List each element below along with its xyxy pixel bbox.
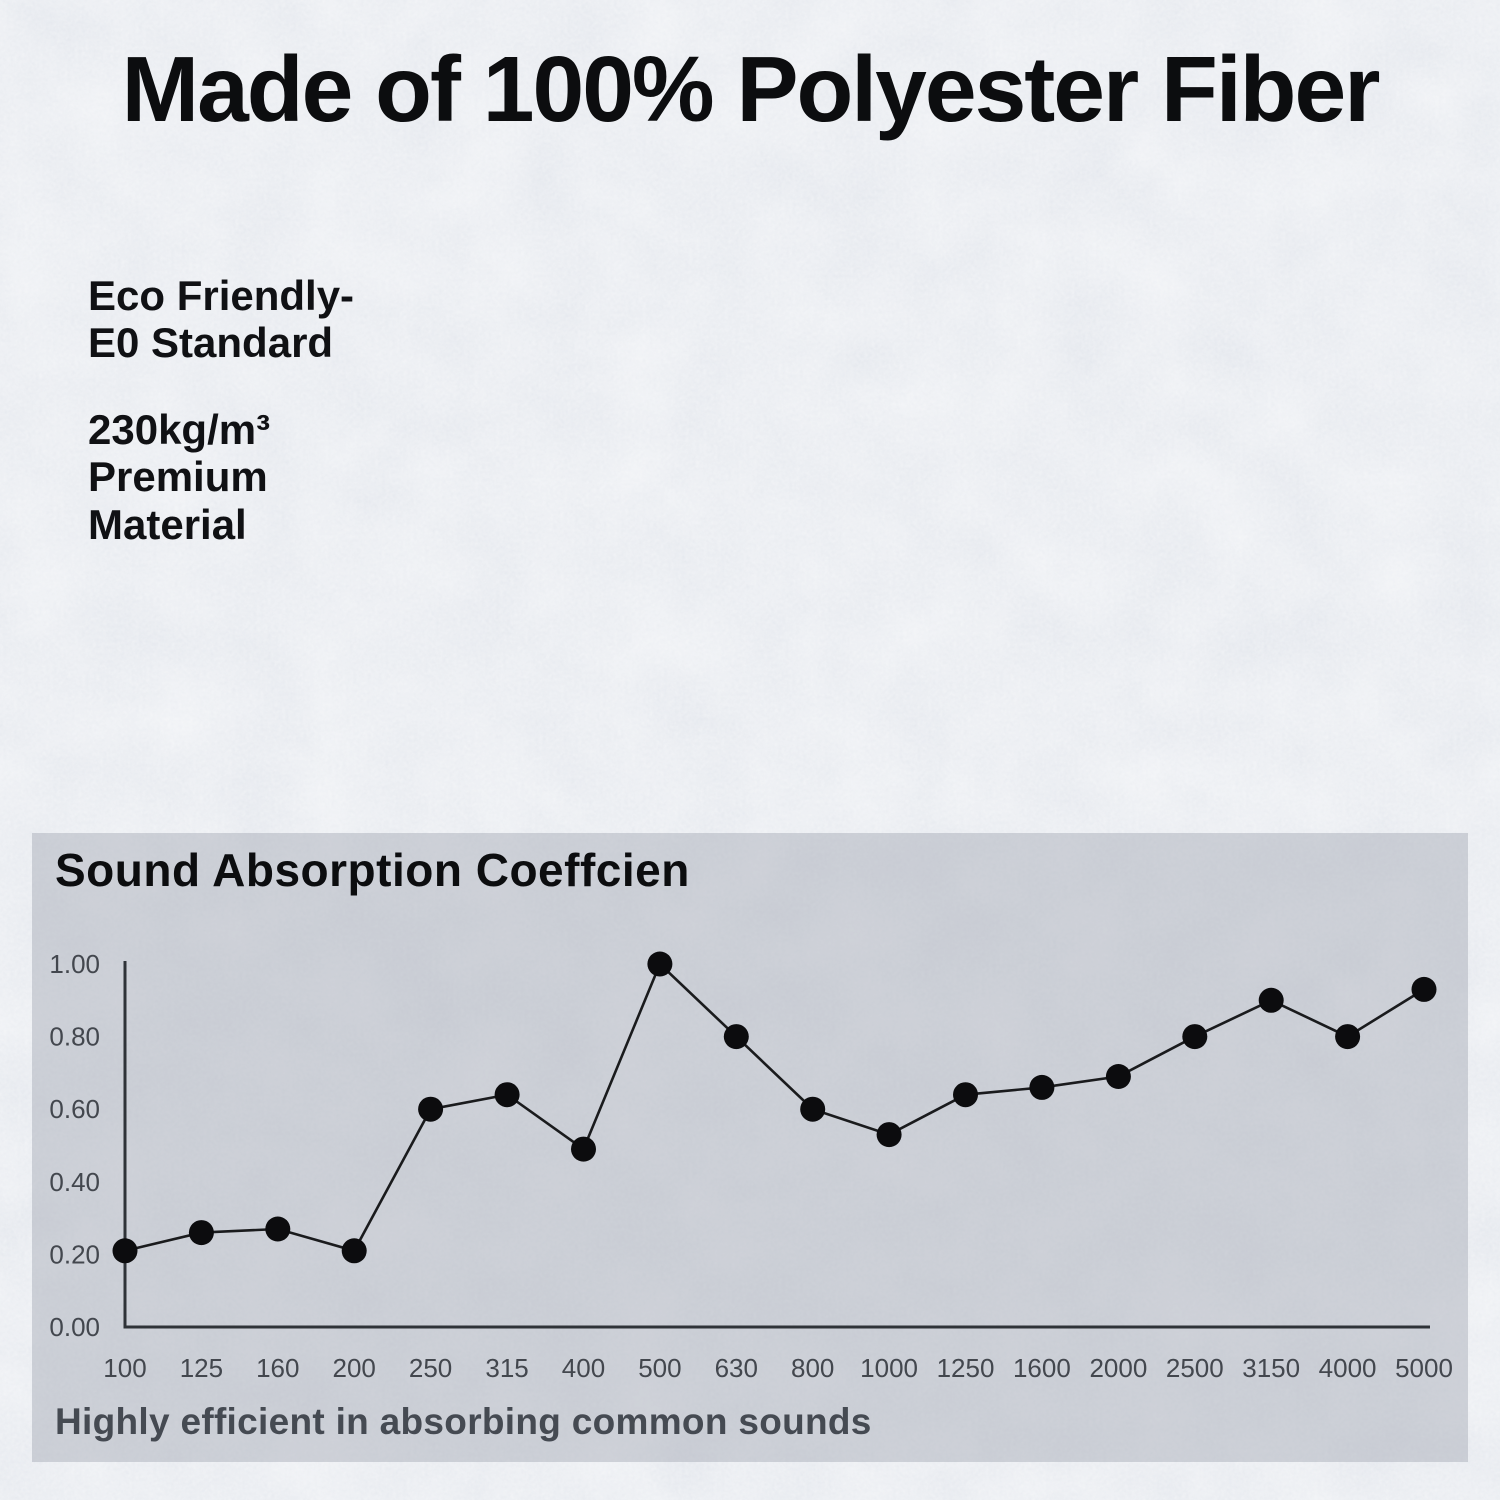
feature-line: Material xyxy=(88,500,247,548)
data-point-marker xyxy=(876,1122,902,1148)
feature-line: Eco Friendly- xyxy=(88,272,355,319)
chart-caption: Highly efficient in absorbing common sou… xyxy=(55,1401,872,1442)
chart-axes xyxy=(123,961,1430,1329)
feature-line: E0 Standard xyxy=(88,319,334,367)
x-tick-label: 400 xyxy=(562,1353,605,1383)
feature-line: 230kg/m³ xyxy=(88,406,271,453)
data-point-marker xyxy=(112,1238,138,1264)
chart-title: Sound Absorption Coeffcien xyxy=(55,844,690,896)
feature-eco-friendly: Eco Friendly- E0 Standard xyxy=(88,272,354,367)
y-tick-label: 0.80 xyxy=(49,1022,100,1052)
x-tick-label: 1000 xyxy=(860,1353,918,1383)
feature-line: Premium xyxy=(88,453,268,501)
data-point-marker xyxy=(494,1082,520,1108)
x-tick-label: 200 xyxy=(333,1353,376,1383)
data-point-marker xyxy=(341,1238,367,1264)
x-tick-label: 800 xyxy=(791,1353,834,1383)
x-tick-label: 5000 xyxy=(1395,1353,1453,1383)
x-tick-label: 100 xyxy=(103,1353,146,1383)
x-tick-label: 1600 xyxy=(1013,1353,1071,1383)
x-tick-label: 500 xyxy=(638,1353,681,1383)
data-point-marker xyxy=(647,951,673,977)
x-tick-label: 630 xyxy=(715,1353,758,1383)
x-tick-label: 315 xyxy=(485,1353,528,1383)
data-point-marker xyxy=(1335,1024,1361,1050)
x-tick-label: 1250 xyxy=(937,1353,995,1383)
data-point-marker xyxy=(1258,987,1284,1013)
y-tick-label: 0.00 xyxy=(49,1312,100,1342)
data-point-marker xyxy=(800,1096,826,1122)
x-tick-label: 125 xyxy=(180,1353,223,1383)
y-tick-label: 0.60 xyxy=(49,1094,100,1124)
x-tick-label: 2500 xyxy=(1166,1353,1224,1383)
y-tick-label: 1.00 xyxy=(49,949,100,979)
data-point-marker xyxy=(188,1220,214,1246)
data-point-marker xyxy=(1029,1074,1055,1100)
x-tick-label: 2000 xyxy=(1089,1353,1147,1383)
sound-absorption-panel: Sound Absorption Coeffcien 0.00 0.20 0.40 0… xyxy=(32,833,1468,1462)
page-title: Made of 100% Polyester Fiber xyxy=(121,37,1381,141)
data-point-marker xyxy=(418,1096,444,1122)
sound-absorption-line-chart: 0.00 0.20 0.40 0.60 0.80 1.00 100 125 160 200 250 3… xyxy=(49,949,1453,1383)
x-tick-label: 4000 xyxy=(1319,1353,1377,1383)
data-point-marker xyxy=(265,1216,291,1242)
x-tick-label: 250 xyxy=(409,1353,452,1383)
data-point-marker xyxy=(1105,1064,1131,1089)
x-tick-label: 160 xyxy=(256,1353,299,1383)
feature-material-density: 230kg/m³ Premium Material xyxy=(88,406,270,548)
x-tick-label: 3150 xyxy=(1242,1353,1300,1383)
y-tick-label: 0.40 xyxy=(49,1167,100,1197)
data-point-marker xyxy=(1182,1024,1208,1050)
y-tick-label: 0.20 xyxy=(49,1239,100,1269)
data-point-marker xyxy=(571,1136,596,1162)
data-point-marker xyxy=(1411,976,1437,1002)
series-line xyxy=(124,961,1425,1253)
data-point-marker xyxy=(953,1082,978,1108)
data-point-marker xyxy=(723,1024,749,1050)
